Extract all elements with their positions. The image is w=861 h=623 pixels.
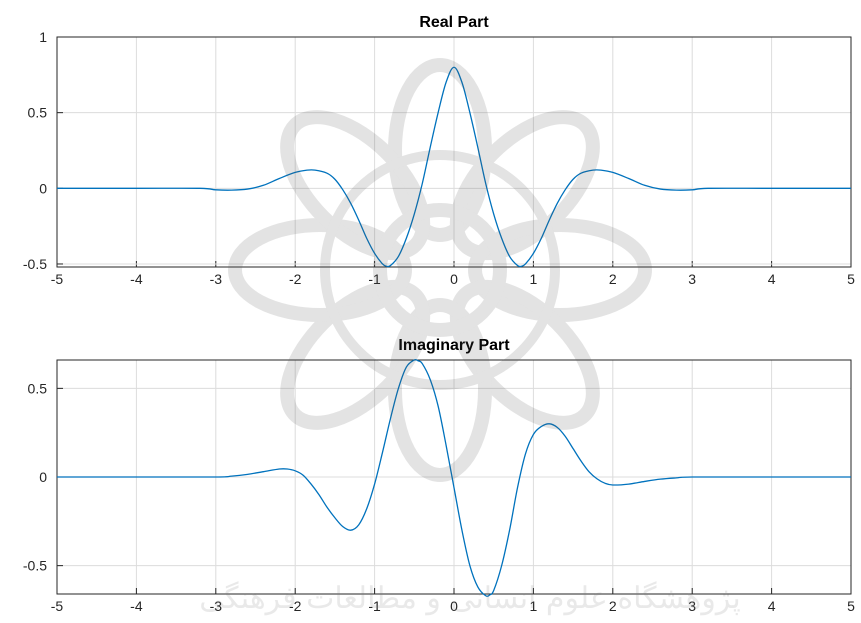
y-tick-label: 0.5 <box>28 380 48 396</box>
y-tick-label: 1 <box>39 29 47 45</box>
x-tick-label: 1 <box>530 598 538 614</box>
watermark-petal <box>280 110 431 261</box>
x-tick-label: -4 <box>130 271 143 287</box>
imaginary-part-panel: -5 -4 -3 -2 -1 0 1 2 3 4 5 0.5 0 -0.5 Imaginary Part <box>23 337 855 614</box>
y-tick-label: 0 <box>39 469 47 485</box>
x-tick-label: 4 <box>768 271 776 287</box>
real-part-panel: -5 -4 -3 -2 -1 0 1 2 3 4 5 1 0.5 0 -0.5 Real Part <box>23 14 855 287</box>
x-tick-label: 5 <box>847 271 855 287</box>
x-tick-label: -3 <box>210 271 223 287</box>
imag-chart-title: Imaginary Part <box>398 337 510 354</box>
imag-series-line <box>57 358 852 597</box>
x-tick-label: -5 <box>51 271 64 287</box>
x-tick-label: 4 <box>768 598 776 614</box>
x-tick-label: 2 <box>609 271 617 287</box>
y-tick-label: -0.5 <box>23 256 47 272</box>
watermark-ring <box>320 150 560 390</box>
x-tick-label: 2 <box>609 598 617 614</box>
watermark-text: پژوهشگاه علوم انسانی و مطالعات فرهنگی <box>199 581 741 616</box>
x-tick-label: 0 <box>450 598 458 614</box>
x-tick-label: -2 <box>289 598 302 614</box>
watermark-petal <box>468 218 652 322</box>
y-tick-label: -0.5 <box>23 558 47 574</box>
x-tick-label: 3 <box>688 271 696 287</box>
y-tick-label: 0 <box>39 180 47 196</box>
y-tick-label: 0.5 <box>28 105 48 121</box>
watermark-petal <box>280 279 431 430</box>
watermark-petal <box>449 279 600 430</box>
watermark-petal <box>449 110 600 261</box>
watermark-petal <box>228 218 412 322</box>
x-tick-label: 3 <box>688 598 696 614</box>
real-chart-title: Real Part <box>419 14 489 31</box>
real-axes-box <box>56 36 852 268</box>
x-tick-label: 1 <box>530 271 538 287</box>
x-tick-label: -2 <box>289 271 302 287</box>
watermark-ring <box>373 203 507 337</box>
x-tick-label: -1 <box>368 598 381 614</box>
x-tick-label: -3 <box>210 598 223 614</box>
x-tick-label: 5 <box>847 598 855 614</box>
real-series-line <box>57 66 851 268</box>
watermark-petal <box>388 58 492 242</box>
watermark-emblem-shapes <box>228 58 652 482</box>
x-tick-label: -1 <box>368 271 381 287</box>
watermark-petal <box>388 298 492 482</box>
watermark-emblem: پژوهشگاه علوم انسانی و مطالعات فرهنگی <box>199 58 741 616</box>
x-tick-label: -4 <box>130 598 143 614</box>
x-tick-label: -5 <box>51 598 64 614</box>
x-tick-label: 0 <box>450 271 458 287</box>
